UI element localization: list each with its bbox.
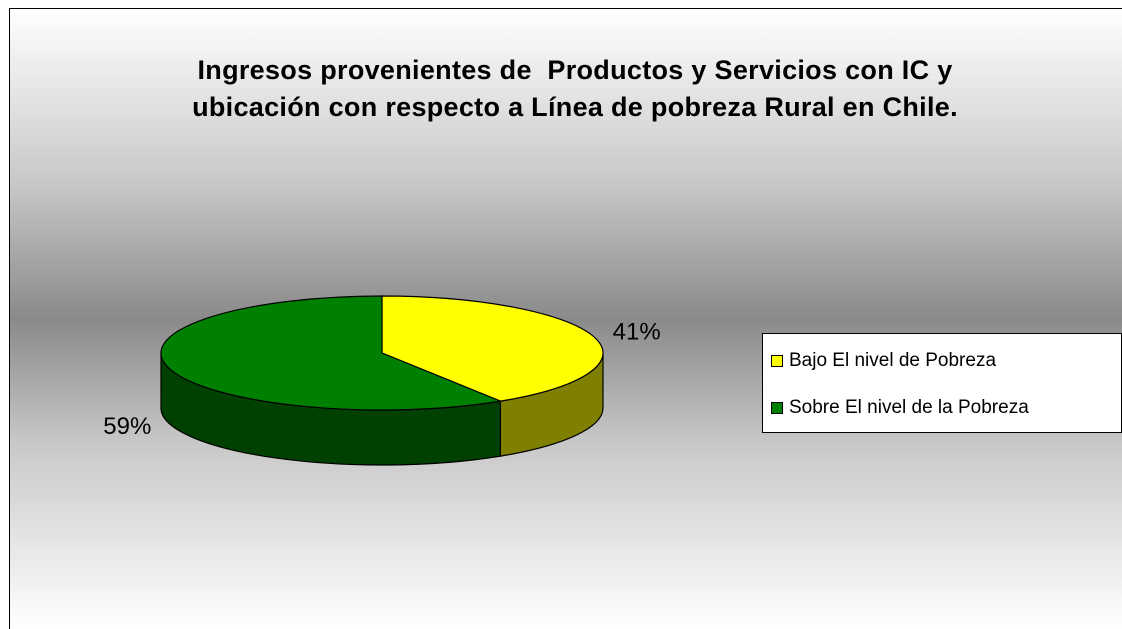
chart-title: Ingresos provenientes de Productos y Ser…	[192, 55, 961, 122]
legend-swatch	[771, 402, 783, 414]
data-label: 59%	[103, 413, 151, 440]
chart-area	[9, 8, 1122, 629]
legend-label: Sobre El nivel de la Pobreza	[789, 397, 1029, 418]
data-label: 41%	[613, 318, 661, 345]
legend-label: Bajo El nivel de Pobreza	[789, 350, 996, 371]
legend-box	[762, 333, 1122, 433]
pie-slice	[160, 295, 503, 411]
legend-swatch	[771, 355, 783, 367]
